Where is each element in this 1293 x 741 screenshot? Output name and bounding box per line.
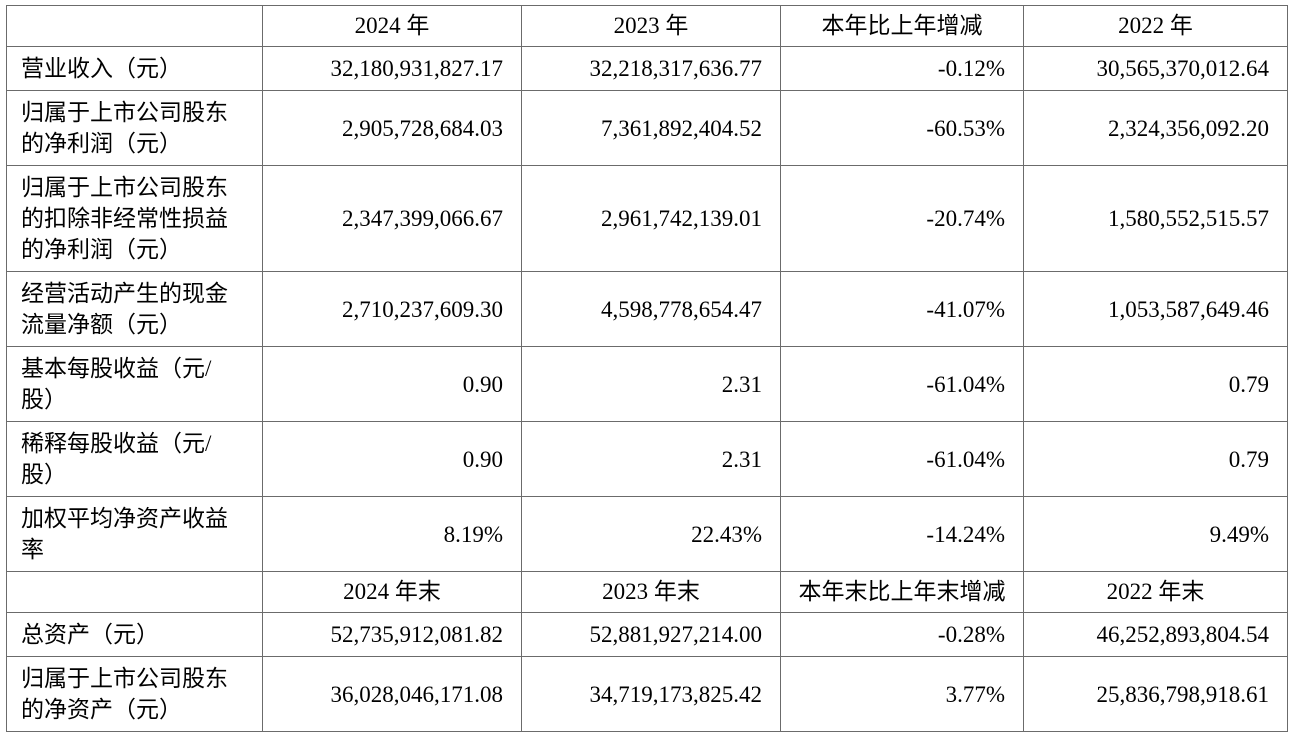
value-cell: 2,324,356,092.20 (1023, 90, 1288, 166)
value-cell: 2,905,728,684.03 (262, 90, 522, 166)
header-row: 2024 年末 2023 年末 本年末比上年末增减 2022 年末 (6, 571, 1288, 613)
row-label: 稀释每股收益（元/股） (6, 421, 263, 497)
table-row: 总资产（元） 52,735,912,081.82 52,881,927,214.00… (6, 612, 1288, 657)
financial-summary-table: 2024 年 2023 年本年比上年增减 2022 年营业收入（元） 32,180,9… (6, 5, 1288, 732)
value-cell: 8.19% (262, 496, 522, 572)
value-cell: 7,361,892,404.52 (521, 90, 781, 166)
header-cell-empty (6, 5, 263, 47)
row-label: 经营活动产生的现金流量净额（元） (6, 271, 263, 347)
value-cell: 52,735,912,081.82 (262, 612, 522, 657)
table-row: 归属于上市公司股东的净利润（元） 2,905,728,684.03 7,361,89… (6, 90, 1288, 166)
row-label: 总资产（元） (6, 612, 263, 657)
value-cell: 2,347,399,066.67 (262, 165, 522, 272)
header-cell: 2024 年 (262, 5, 522, 47)
value-cell: 9.49% (1023, 496, 1288, 572)
table-row: 归属于上市公司股东的扣除非经常性损益的净利润（元） 2,347,399,066.6… (6, 165, 1288, 272)
value-cell: 25,836,798,918.61 (1023, 656, 1288, 732)
value-cell: 30,565,370,012.64 (1023, 46, 1288, 91)
row-label: 营业收入（元） (6, 46, 263, 91)
value-cell: -0.12% (780, 46, 1024, 91)
value-cell: -14.24% (780, 496, 1024, 572)
value-cell: 2.31 (521, 346, 781, 422)
value-cell: 36,028,046,171.08 (262, 656, 522, 732)
value-cell: 1,053,587,649.46 (1023, 271, 1288, 347)
value-cell: -41.07% (780, 271, 1024, 347)
header-cell: 本年比上年增减 (780, 5, 1024, 47)
value-cell: 2.31 (521, 421, 781, 497)
header-row: 2024 年 2023 年本年比上年增减 2022 年 (6, 5, 1288, 47)
table-row: 营业收入（元） 32,180,931,827.17 32,218,317,636.7… (6, 46, 1288, 91)
value-cell: -61.04% (780, 346, 1024, 422)
value-cell: -61.04% (780, 421, 1024, 497)
value-cell: -0.28% (780, 612, 1024, 657)
table-row: 归属于上市公司股东的净资产（元） 36,028,046,171.08 34,719,… (6, 656, 1288, 732)
value-cell: 32,180,931,827.17 (262, 46, 522, 91)
value-cell: 2,961,742,139.01 (521, 165, 781, 272)
table-row: 基本每股收益（元/股） 0.90 2.31 -61.04% 0.79 (6, 346, 1288, 422)
header-cell: 本年末比上年末增减 (780, 571, 1024, 613)
table-row: 加权平均净资产收益率 8.19% 22.43% -14.24% 9.49% (6, 496, 1288, 572)
row-label: 基本每股收益（元/股） (6, 346, 263, 422)
header-cell: 2023 年末 (521, 571, 781, 613)
row-label: 归属于上市公司股东的扣除非经常性损益的净利润（元） (6, 165, 263, 272)
value-cell: 32,218,317,636.77 (521, 46, 781, 91)
value-cell: 46,252,893,804.54 (1023, 612, 1288, 657)
value-cell: 52,881,927,214.00 (521, 612, 781, 657)
table-row: 经营活动产生的现金流量净额（元） 2,710,237,609.30 4,598,77… (6, 271, 1288, 347)
row-label: 加权平均净资产收益率 (6, 496, 263, 572)
header-cell: 2022 年 (1023, 5, 1288, 47)
row-label: 归属于上市公司股东的净资产（元） (6, 656, 263, 732)
value-cell: 0.79 (1023, 421, 1288, 497)
header-cell: 2024 年末 (262, 571, 522, 613)
header-cell: 2023 年 (521, 5, 781, 47)
value-cell: 22.43% (521, 496, 781, 572)
header-cell: 2022 年末 (1023, 571, 1288, 613)
value-cell: 1,580,552,515.57 (1023, 165, 1288, 272)
value-cell: 34,719,173,825.42 (521, 656, 781, 732)
value-cell: 0.90 (262, 421, 522, 497)
value-cell: 3.77% (780, 656, 1024, 732)
value-cell: 2,710,237,609.30 (262, 271, 522, 347)
header-cell-empty (6, 571, 263, 613)
value-cell: 0.79 (1023, 346, 1288, 422)
value-cell: 0.90 (262, 346, 522, 422)
table-row: 稀释每股收益（元/股） 0.90 2.31 -61.04% 0.79 (6, 421, 1288, 497)
value-cell: 4,598,778,654.47 (521, 271, 781, 347)
financial-table-body: 2024 年 2023 年本年比上年增减 2022 年营业收入（元） 32,180,9… (6, 5, 1288, 732)
value-cell: -20.74% (780, 165, 1024, 272)
value-cell: -60.53% (780, 90, 1024, 166)
row-label: 归属于上市公司股东的净利润（元） (6, 90, 263, 166)
